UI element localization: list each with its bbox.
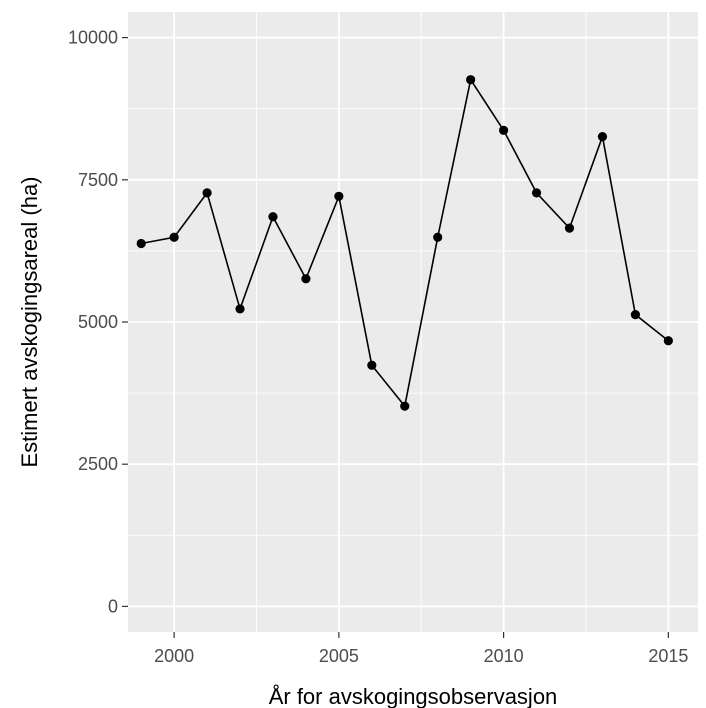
x-tick-label: 2010 xyxy=(484,646,524,666)
data-point xyxy=(136,238,146,249)
data-point xyxy=(268,212,278,222)
x-tick-label: 2015 xyxy=(648,646,688,666)
y-axis-title: Estimert avskogingsareal (ha) xyxy=(17,176,42,467)
data-point xyxy=(499,125,509,135)
x-tick-label: 2000 xyxy=(154,646,194,666)
y-tick-label: 2500 xyxy=(78,454,118,474)
data-point xyxy=(334,191,344,201)
y-tick-label: 10000 xyxy=(68,28,118,48)
data-point xyxy=(301,274,311,284)
data-point xyxy=(663,336,673,346)
data-point xyxy=(235,304,245,314)
data-point xyxy=(169,232,179,242)
data-point xyxy=(400,401,410,411)
data-series xyxy=(136,75,673,411)
data-point xyxy=(202,188,212,198)
y-tick-label: 7500 xyxy=(78,170,118,190)
x-axis-title: År for avskogingsobservasjon xyxy=(269,684,558,708)
data-point xyxy=(367,360,377,370)
major-gridlines xyxy=(128,12,698,632)
data-point xyxy=(531,188,542,198)
data-point xyxy=(433,232,443,242)
y-tick-label: 0 xyxy=(108,596,118,616)
data-point xyxy=(564,223,575,233)
data-point xyxy=(630,310,640,320)
y-axis: 0 2500 5000 7500 10000 xyxy=(68,28,128,616)
x-axis: 2000 2005 2010 2015 xyxy=(154,632,688,666)
data-point xyxy=(466,75,476,85)
y-tick-label: 5000 xyxy=(78,312,118,332)
x-tick-label: 2005 xyxy=(319,646,359,666)
data-point xyxy=(597,131,608,142)
